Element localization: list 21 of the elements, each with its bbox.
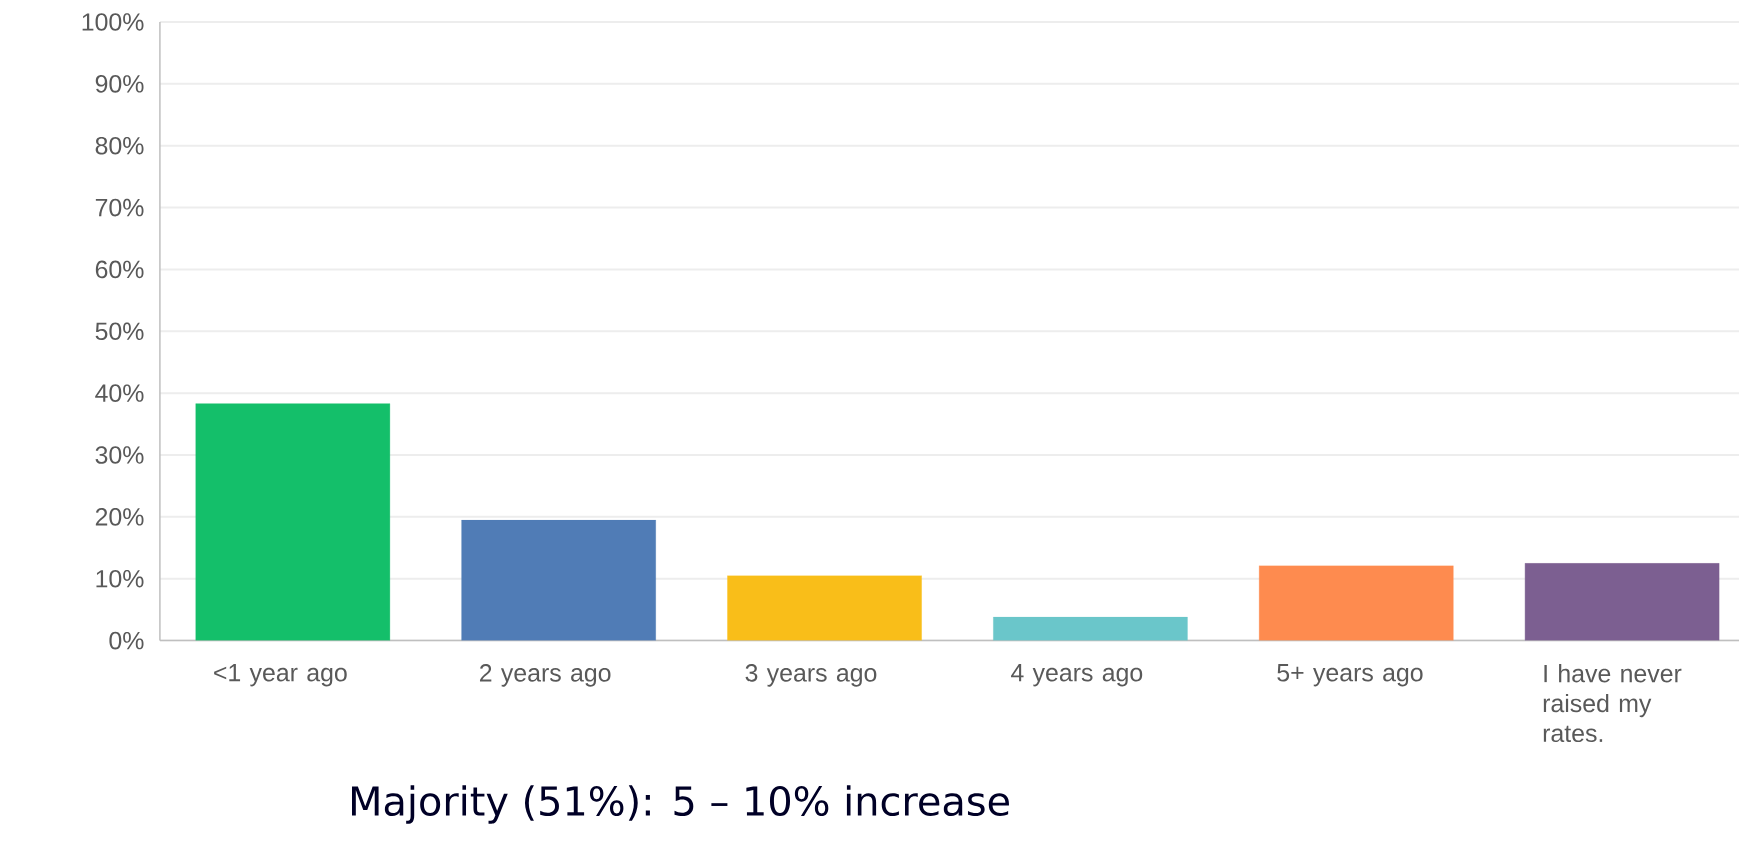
y-tick-label: 50% [95,322,144,340]
x-tick-label: <1 year ago [214,663,347,687]
bar [993,616,1188,641]
y-tick-label: 100% [82,12,144,31]
y-tick-label: 30% [95,445,144,464]
x-tick-label: 3 years ago [745,663,877,687]
y-tick-label: 40% [95,384,144,402]
y-tick-label: 10% [96,569,144,588]
y-tick-label: 0% [109,631,144,650]
x-tick-label: 2 years ago [479,663,611,687]
bar [195,403,391,641]
y-tick-label: 60% [95,260,144,279]
y-tick-label: 90% [95,74,144,93]
bar [461,519,656,641]
y-tick-label: 20% [95,507,144,526]
x-tick-label: I have never raised my rates. [1543,663,1682,742]
x-tick-label: 5+ years ago [1277,663,1423,687]
y-tick-label: 80% [95,136,144,155]
x-tick-label: 4 years ago [1011,663,1143,687]
y-tick-label: 70% [95,198,144,217]
text: Majority (51%): 5 – 10% increase [352,785,1009,824]
